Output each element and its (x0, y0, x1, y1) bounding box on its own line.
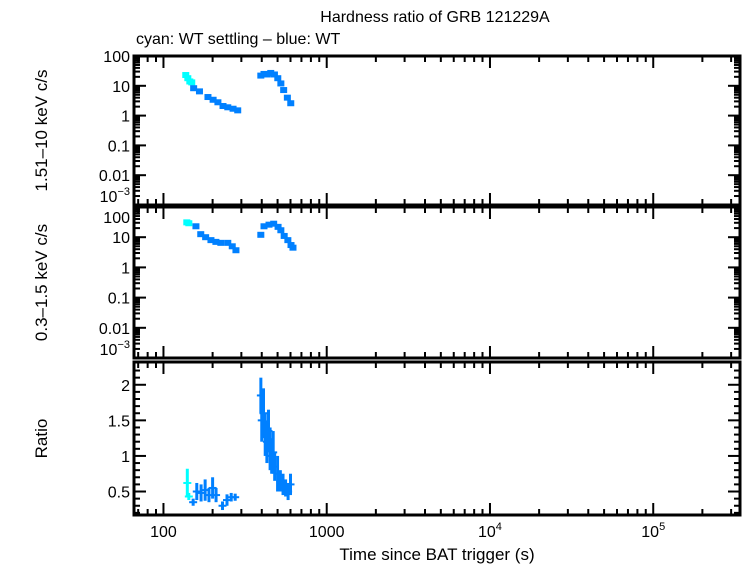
data-point (280, 87, 288, 94)
data-point (270, 220, 278, 227)
y-tick-label: 0.1 (108, 138, 130, 155)
data-point (224, 104, 232, 111)
data-point (260, 223, 268, 230)
y-axis-label: 1.51–10 keV c/s (32, 70, 51, 192)
y-tick-label: 2 (121, 378, 130, 395)
data-point (209, 96, 217, 103)
series-wt (190, 69, 295, 114)
series-wt-settling (183, 468, 193, 501)
data-point (277, 80, 285, 87)
data-point (190, 85, 198, 92)
data-point (182, 72, 190, 79)
y-tick-label: 10−3 (100, 339, 130, 359)
data-point (188, 79, 196, 86)
data-point (185, 220, 193, 227)
y-axis-label: 0.3–1.5 keV c/s (32, 224, 51, 341)
series-wt-settling (182, 72, 196, 86)
data-point (202, 234, 210, 241)
data-point (204, 94, 212, 101)
y-tick-label: 0.1 (108, 291, 130, 308)
data-point (195, 88, 203, 95)
data-point (274, 223, 282, 230)
data-point (224, 239, 232, 246)
data-point (283, 94, 291, 101)
chart-title: Hardness ratio of GRB 121229A (320, 9, 550, 26)
data-point (267, 69, 275, 76)
data-point (212, 238, 220, 245)
data-point (219, 102, 227, 109)
x-tick-label: 100 (150, 524, 177, 541)
data-point (284, 237, 292, 244)
tick-exponent: 4 (496, 521, 502, 533)
y-tick-label: 100 (103, 210, 130, 227)
data-point (184, 75, 192, 82)
panel-frame (132, 54, 742, 207)
data-point (228, 243, 236, 250)
tick-exponent: 5 (659, 521, 665, 533)
panel-frame (132, 360, 742, 517)
y-tick-label: 100 (103, 49, 130, 66)
tick-exponent: −3 (117, 339, 130, 351)
data-point (280, 232, 288, 239)
y-tick-label: 10 (112, 79, 130, 96)
y-tick-label: 0.01 (99, 321, 130, 338)
data-point (265, 221, 273, 228)
data-point (192, 223, 200, 230)
data-point (289, 244, 297, 251)
y-tick-label: 0.01 (99, 168, 130, 185)
series-wt (189, 377, 295, 511)
y-tick-label: 1 (121, 260, 130, 277)
data-point (270, 71, 278, 78)
x-tick-label: 1000 (309, 524, 345, 541)
y-tick-label: 1.5 (108, 413, 130, 430)
panel-3: 2 1.5 1 0.5 Ratio 100 1000 104 105 (32, 360, 742, 541)
data-point (274, 75, 282, 82)
y-axis-label: Ratio (32, 419, 51, 459)
y-tick-label: 0.5 (108, 485, 130, 502)
data-point (207, 237, 215, 244)
x-tick-label: 105 (641, 521, 665, 541)
data-point (214, 99, 222, 106)
y-tick-label: 1 (121, 109, 130, 126)
data-point (197, 231, 205, 238)
data-point (217, 239, 225, 246)
panel-frame (132, 205, 742, 360)
data-point (232, 247, 240, 254)
data-point (257, 231, 265, 238)
data-point (277, 227, 285, 234)
data-point (229, 105, 237, 112)
y-tick-label: 10 (112, 230, 130, 247)
x-axis-label: Time since BAT trigger (s) (339, 545, 534, 564)
chart-subtitle: cyan: WT settling – blue: WT (136, 31, 340, 48)
x-tick-label: 104 (478, 521, 502, 541)
series-wt-settling (183, 219, 193, 227)
y-tick-label: 10−3 (100, 186, 130, 206)
tick-exponent: −3 (117, 186, 130, 198)
data-point (287, 100, 295, 107)
y-tick-label: 1 (121, 449, 130, 466)
data-point (234, 107, 242, 114)
series-wt (192, 220, 297, 254)
